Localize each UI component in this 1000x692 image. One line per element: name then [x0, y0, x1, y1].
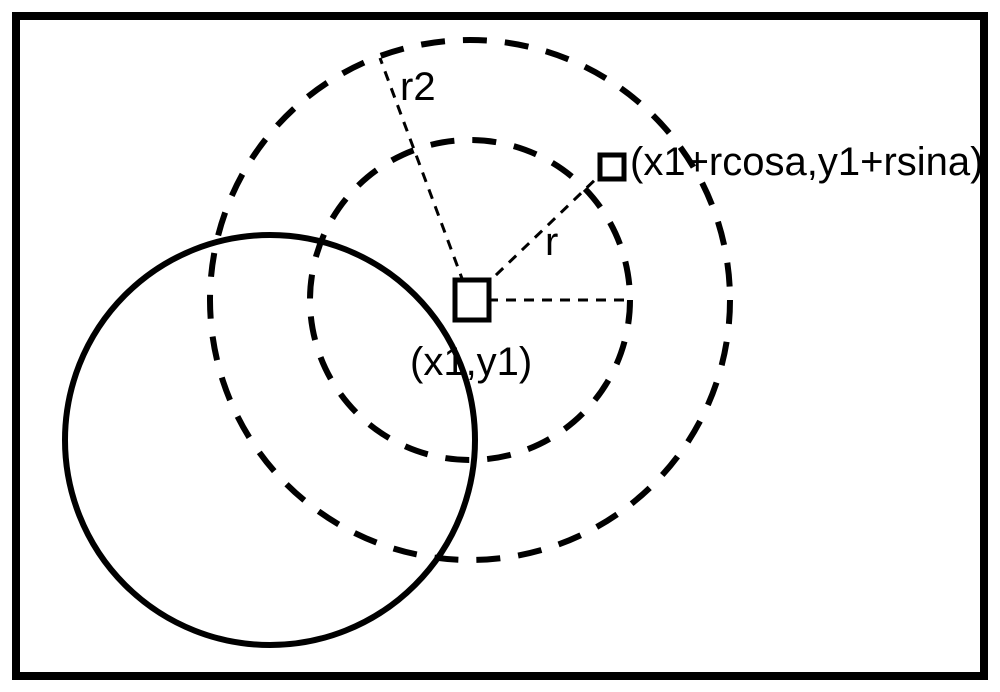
label-r: r: [545, 220, 558, 264]
point-marker: [600, 155, 624, 179]
solid-circle: [65, 235, 475, 645]
diagram-canvas: r2 r (x1,y1) (x1+rcosa,y1+rsina): [0, 0, 1000, 692]
center-marker: [455, 280, 489, 320]
label-point: (x1+rcosa,y1+rsina): [630, 140, 983, 184]
label-center: (x1,y1): [410, 340, 532, 384]
label-r2: r2: [400, 65, 436, 109]
